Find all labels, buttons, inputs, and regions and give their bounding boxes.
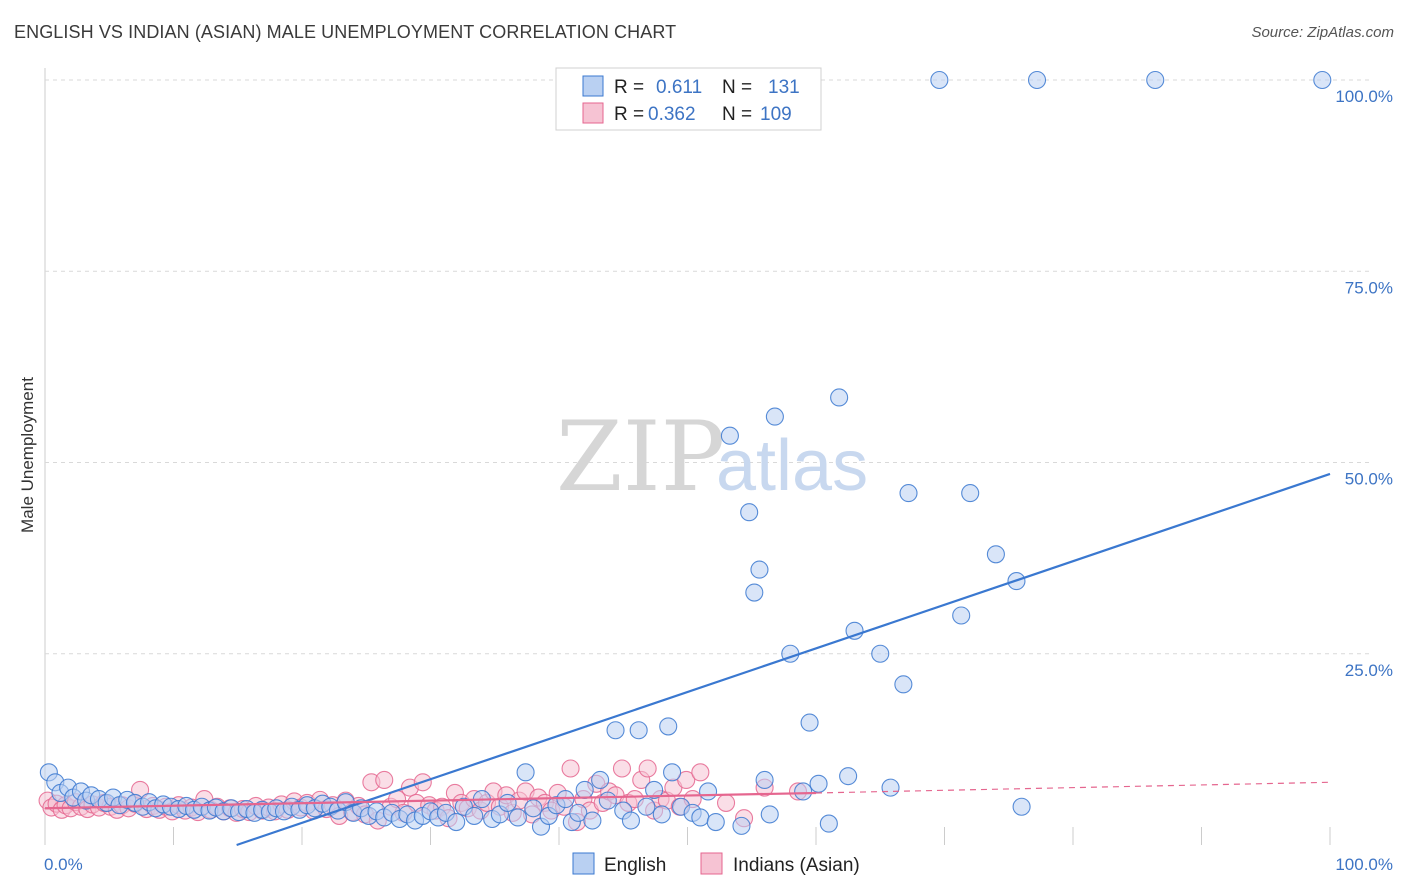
- english-point-86: [691, 808, 710, 827]
- watermark: ZIP atlas: [556, 401, 868, 513]
- english-point-89: [720, 426, 739, 445]
- y-tick-label-3: 25.0%: [1345, 661, 1393, 680]
- stats-legend: R = 0.611 N = 131 R = 0.362 N = 109: [555, 67, 822, 131]
- english-point-55: [447, 812, 466, 832]
- y-tick-label-2: 50.0%: [1345, 470, 1393, 489]
- x-tick-label-max: 100.0%: [1335, 855, 1393, 874]
- english-point-64: [524, 799, 543, 818]
- english-point-94: [755, 770, 774, 790]
- indian-trend-extension: [815, 781, 1331, 794]
- english-point-63: [516, 763, 535, 782]
- stats-r-label-english: R =: [614, 77, 644, 98]
- english-point-107: [894, 675, 913, 694]
- stats-n-label-indian: N =: [722, 104, 752, 125]
- legend-label-indian[interactable]: Indians (Asian): [733, 855, 860, 876]
- indian-point-96: [638, 759, 657, 778]
- english-point-71: [575, 780, 594, 799]
- indian-point-84: [561, 759, 580, 778]
- indian-point-92: [612, 759, 632, 778]
- english-point-75: [606, 721, 625, 740]
- english-point-98: [794, 782, 813, 801]
- english-point-57: [465, 806, 484, 825]
- english-point-102: [830, 388, 849, 407]
- stats-swatch-english: [582, 75, 604, 97]
- english-point-99: [800, 713, 819, 732]
- y-tick-label-1: 75.0%: [1345, 278, 1393, 297]
- english-point-90: [732, 816, 751, 835]
- legend-label-english[interactable]: English: [604, 855, 666, 876]
- english-point-116: [1146, 70, 1165, 90]
- english-point-114: [1012, 797, 1031, 816]
- legend-swatch-indian[interactable]: [700, 852, 723, 875]
- indian-point-104: [691, 763, 710, 782]
- english-point-100: [809, 774, 828, 793]
- english-point-109: [930, 70, 949, 90]
- bottom-legend: English Indians (Asian): [572, 852, 860, 876]
- watermark-atlas: atlas: [716, 426, 868, 506]
- watermark-zip: ZIP: [556, 401, 725, 513]
- x-tick-label-min: 0.0%: [44, 855, 83, 874]
- english-point-73: [591, 770, 610, 790]
- indian-point-55: [375, 770, 394, 790]
- english-point-101: [819, 814, 838, 833]
- stats-r-value-english: 0.611: [656, 77, 702, 98]
- english-point-115: [1027, 70, 1047, 90]
- english-point-112: [986, 545, 1005, 564]
- english-point-83: [663, 763, 682, 782]
- stats-r-label-indian: R =: [614, 104, 644, 125]
- english-point-91: [740, 503, 759, 522]
- english-point-80: [645, 780, 664, 799]
- chart-title: ENGLISH VS INDIAN (ASIAN) MALE UNEMPLOYM…: [14, 22, 677, 42]
- english-point-79: [637, 797, 656, 816]
- english-point-72: [583, 811, 602, 830]
- english-point-74: [598, 791, 617, 810]
- english-point-81: [652, 805, 671, 824]
- english-point-96: [765, 407, 784, 426]
- english-point-70: [569, 803, 588, 822]
- english-point-88: [706, 812, 725, 832]
- stats-n-label-english: N =: [722, 77, 752, 98]
- legend-swatch-english[interactable]: [572, 852, 595, 875]
- stats-swatch-indian: [582, 102, 604, 124]
- y-ticks: 100.0% 75.0% 50.0% 25.0%: [1335, 87, 1393, 680]
- stats-r-value-indian: 0.362: [648, 104, 696, 125]
- english-point-95: [760, 805, 779, 824]
- english-trend-line: [236, 472, 1331, 847]
- indian-point-105: [716, 793, 736, 812]
- indian-point-102: [677, 770, 696, 790]
- indian-trend-line: [44, 791, 817, 810]
- stats-n-value-indian: 109: [760, 104, 792, 125]
- x-ticks: 0.0% 100.0%: [44, 855, 1393, 874]
- english-point-87: [699, 782, 718, 801]
- english-point-104: [845, 621, 864, 640]
- english-point-93: [745, 583, 764, 602]
- english-point-78: [629, 721, 648, 740]
- english-point-108: [899, 484, 918, 503]
- english-point-106: [881, 778, 900, 797]
- english-point-105: [871, 644, 890, 663]
- y-tick-label-0: 100.0%: [1335, 87, 1393, 106]
- source-label: Source: ZipAtlas.com: [1251, 24, 1394, 41]
- english-point-92: [750, 560, 769, 579]
- english-point-61: [498, 793, 517, 812]
- english-point-110: [952, 606, 971, 625]
- english-point-82: [659, 717, 678, 736]
- stats-n-value-english: 131: [768, 77, 800, 98]
- english-point-103: [839, 767, 858, 786]
- english-point-62: [508, 808, 527, 827]
- trend-lines: [44, 472, 1331, 847]
- english-point-117: [1313, 70, 1332, 90]
- english-point-111: [961, 484, 980, 503]
- english-point-77: [621, 811, 641, 830]
